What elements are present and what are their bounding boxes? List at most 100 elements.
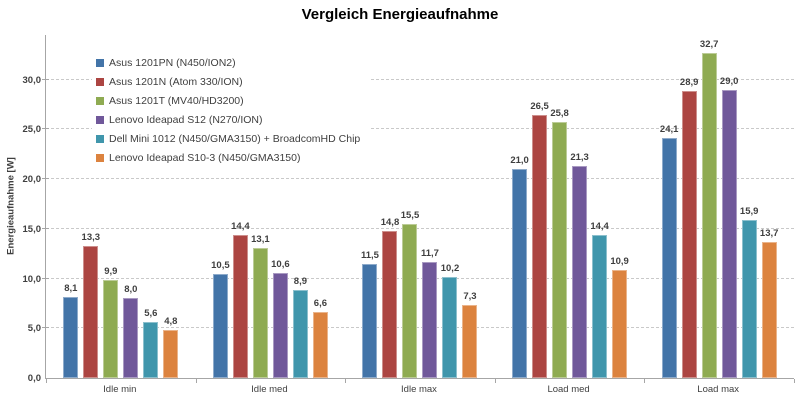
gridline: [46, 277, 794, 279]
bar-value-label: 15,9: [739, 205, 759, 217]
bar: 14,4: [590, 221, 609, 378]
bar-value-label: 9,9: [104, 265, 118, 277]
bar-value-label: 15,5: [400, 209, 420, 221]
bar: 13,3: [82, 232, 100, 378]
bar-value-label: 26,5: [530, 100, 549, 112]
bar: 14,8: [381, 217, 399, 378]
bar-value-label: 11,7: [421, 247, 439, 259]
bar: 28,9: [680, 77, 698, 378]
bar: 32,7: [700, 39, 718, 378]
y-axis-tick: [42, 227, 49, 229]
y-tick-label: 0,0: [27, 373, 41, 384]
bar-value-label: 32,7: [699, 38, 719, 50]
y-axis-tick: [42, 78, 49, 80]
bar: 8,1: [63, 283, 79, 378]
bar-value-label: 14,4: [231, 220, 250, 232]
bar-value-label: 21,0: [510, 155, 529, 167]
legend-item: Dell Mini 1012 (N450/GMA3150) + Broadcom…: [96, 129, 360, 148]
gridline: [46, 78, 794, 80]
bar-group-idle-max: 11,5 14,8 15,5 11,7 10,2 7,3: [345, 35, 495, 378]
y-tick-label: 10,0: [22, 273, 42, 285]
y-axis-tick: [42, 128, 49, 130]
bar: 8,0: [123, 284, 139, 378]
y-axis-title: Energieaufnahme [W]: [5, 157, 17, 255]
bar: 5,6: [143, 308, 159, 378]
bar: 21,3: [570, 152, 589, 378]
legend-item: Lenovo Ideapad S12 (N270/ION): [96, 110, 360, 129]
y-tick-label: 15,0: [22, 223, 42, 235]
bar: 25,8: [550, 108, 569, 378]
bar: 7,3: [462, 291, 478, 378]
legend-label: Dell Mini 1012 (N450/GMA3150) + Broadcom…: [109, 132, 361, 145]
bar-value-label: 6,6: [313, 298, 327, 310]
bar: 6,6: [312, 298, 328, 378]
bar-group-load-max: 24,1 28,9 32,7 29,0 15,9 13,7: [644, 35, 794, 378]
bar: 26,5: [530, 101, 549, 378]
x-axis-tick: [46, 379, 47, 383]
bar-value-label: 14,8: [380, 216, 400, 228]
bar-value-label: 5,6: [144, 308, 158, 320]
bar: 15,5: [401, 210, 419, 378]
legend: Asus 1201PN (N450/ION2) Asus 1201N (Atom …: [92, 51, 371, 169]
y-axis-tick: [42, 327, 49, 329]
bar-value-label: 21,3: [570, 152, 589, 164]
y-axis-tick: [42, 178, 49, 180]
legend-item: Asus 1201N (Atom 330/ION): [96, 72, 360, 91]
legend-item: Asus 1201PN (N450/ION2): [96, 53, 360, 72]
bar: 11,7: [421, 248, 439, 378]
bar: 10,5: [211, 260, 230, 378]
legend-label: Asus 1201T (MV40/HD3200): [109, 94, 244, 107]
bar: 10,2: [441, 263, 459, 378]
y-tick-label: 20,0: [22, 174, 42, 186]
bar-value-label: 10,9: [610, 255, 629, 267]
bar-value-label: 8,1: [64, 283, 78, 295]
gridline: [46, 227, 794, 229]
chart-title: Vergleich Energieaufnahme: [301, 6, 499, 23]
x-category-label: Idle min: [103, 384, 137, 395]
y-tick-label: 30,0: [22, 74, 42, 86]
x-category-label: Idle med: [251, 384, 288, 395]
bar: 13,7: [760, 228, 778, 378]
bar-value-label: 25,8: [550, 107, 569, 119]
y-tick-label: 5,0: [27, 323, 41, 335]
legend-swatch: [96, 96, 104, 105]
x-category-label: Idle max: [401, 384, 437, 395]
bar: 10,9: [610, 256, 629, 378]
bar-value-label: 13,3: [81, 231, 101, 243]
bar-value-label: 4,8: [164, 316, 178, 328]
bar: 11,5: [361, 250, 379, 378]
bar-group-idle-min: 8,1 13,3 9,9 8,0 5,6 4,8: [46, 35, 196, 378]
gridline: [46, 128, 794, 130]
legend-swatch: [96, 134, 104, 143]
bar-value-label: 8,9: [293, 275, 307, 287]
legend-label: Lenovo Ideapad S12 (N270/ION): [109, 113, 263, 126]
bar: 4,8: [163, 316, 179, 378]
bar-value-label: 13,7: [759, 227, 779, 239]
x-axis-tick: [794, 379, 795, 383]
bar: 21,0: [510, 155, 529, 378]
bar: 10,6: [271, 259, 290, 378]
y-tick-label: 25,0: [22, 124, 42, 136]
bar-value-label: 7,3: [463, 291, 477, 303]
bar: 13,1: [251, 234, 270, 378]
bar-value-label: 13,1: [251, 233, 270, 245]
bar: 9,9: [103, 266, 119, 378]
bar-value-label: 8,0: [124, 284, 138, 296]
legend-label: Lenovo Ideapad S10-3 (N450/GMA3150): [109, 151, 301, 164]
bar: 29,0: [720, 76, 738, 378]
bar-groups: 8,1 13,3 9,9 8,0 5,6 4,8 10,5 14,4 13,1 10,6 8,9 6,…: [46, 35, 794, 378]
bar-value-label: 10,6: [271, 258, 290, 270]
x-axis-tick: [195, 379, 197, 383]
legend-item: Lenovo Ideapad S10-3 (N450/GMA3150): [96, 148, 360, 167]
bar-value-label: 29,0: [719, 75, 739, 87]
legend-swatch: [96, 153, 104, 162]
x-axis-tick: [345, 379, 347, 383]
bar-value-label: 28,9: [679, 76, 699, 88]
x-axis-labels: Idle min Idle med Idle max Load med Load max: [45, 384, 793, 395]
plot-area: 8,1 13,3 9,9 8,0 5,6 4,8 10,5 14,4 13,1 10,6 8,9 6,…: [23, 35, 795, 384]
legend-swatch: [96, 77, 104, 86]
bar-group-load-med: 21,0 26,5 25,8 21,3 14,4 10,9: [495, 35, 645, 378]
legend-swatch: [96, 115, 104, 124]
bar-value-label: 10,2: [440, 262, 460, 274]
gridline: [46, 327, 794, 329]
